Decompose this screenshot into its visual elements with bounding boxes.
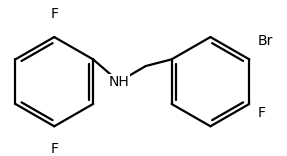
Text: F: F xyxy=(50,142,58,156)
Text: F: F xyxy=(257,106,265,120)
Text: NH: NH xyxy=(108,75,129,89)
Text: F: F xyxy=(50,7,58,21)
Text: Br: Br xyxy=(257,34,273,49)
